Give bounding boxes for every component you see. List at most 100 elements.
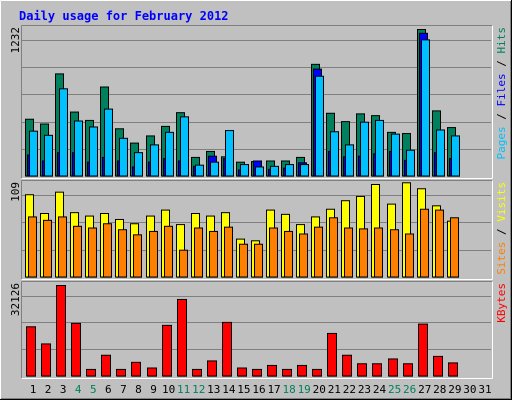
x-tick-label-day-7: 7	[120, 383, 127, 396]
bar-kbytes-day-5	[86, 368, 96, 377]
x-tick-label-day-14: 14	[222, 383, 236, 396]
panel-usage-legend-entry: /	[495, 107, 508, 127]
bar-kbytes-day-29	[448, 362, 458, 377]
x-tick-label-day-12: 12	[192, 383, 205, 396]
bar-kbytes-day-25	[388, 358, 398, 377]
x-tick-label-day-24: 24	[373, 383, 387, 396]
bar-kbytes-day-26	[403, 363, 413, 377]
panel-usage-legend-entry: Files	[495, 73, 508, 106]
bar-pages-day-4	[74, 120, 83, 177]
bar-sites-day-27	[420, 208, 429, 278]
bar-pages-day-11	[180, 116, 189, 177]
bar-sites-day-22	[344, 227, 353, 278]
bar-kbytes-day-28	[433, 355, 443, 377]
bar-sites-day-10	[164, 225, 173, 278]
x-tick-label-day-11: 11	[177, 383, 190, 396]
bar-kbytes-day-27	[418, 323, 428, 377]
bar-sites-day-4	[73, 225, 82, 278]
bar-pages-day-10	[165, 131, 174, 177]
x-tick-label-day-3: 3	[60, 383, 67, 396]
bar-pages-day-3	[59, 88, 68, 177]
bar-pages-day-28	[436, 129, 445, 177]
panel-visits-max-label: 109	[9, 182, 22, 202]
bar-kbytes-day-14	[222, 321, 232, 377]
bar-sites-day-9	[149, 230, 158, 278]
panel-visits-legend-entry: Sites	[495, 242, 508, 275]
panel-visits-bars	[25, 182, 459, 278]
bar-sites-day-20	[314, 226, 323, 278]
bar-kbytes-day-20	[312, 368, 322, 377]
x-tick-label-day-26: 26	[403, 383, 416, 396]
x-tick-label-day-16: 16	[252, 383, 265, 396]
bar-sites-day-2	[43, 219, 52, 278]
bar-sites-day-11	[179, 249, 188, 278]
bar-kbytes-day-1	[26, 326, 36, 377]
panel-visits-legend-entry: Visits	[495, 182, 508, 222]
bar-pages-day-7	[119, 137, 128, 177]
panel-kbytes: 32126 KBytes	[9, 281, 508, 379]
bar-kbytes-day-6	[101, 354, 111, 377]
bar-sites-day-25	[390, 229, 399, 278]
panel-kbytes-legend-entry: KBytes	[495, 283, 508, 323]
x-tick-label-day-5: 5	[90, 383, 97, 396]
bar-kbytes-day-13	[207, 360, 217, 377]
x-tick-label-day-28: 28	[433, 383, 446, 396]
bar-sites-day-17	[269, 227, 278, 278]
x-tick-label-day-30: 30	[463, 383, 476, 396]
x-tick-label-day-17: 17	[267, 383, 280, 396]
bar-pages-day-2	[44, 134, 53, 177]
bar-kbytes-day-24	[372, 363, 382, 377]
bar-pages-day-20	[315, 75, 324, 177]
bar-sites-day-24	[374, 227, 383, 278]
panel-usage-bars	[25, 29, 460, 178]
panel-kbytes-bars	[26, 285, 458, 377]
x-tick-label-day-27: 27	[418, 383, 431, 396]
bar-sites-day-28	[435, 209, 444, 278]
bar-kbytes-day-12	[192, 368, 202, 377]
bar-pages-day-29	[451, 135, 460, 177]
bar-pages-day-25	[391, 133, 400, 177]
bar-pages-day-15	[240, 164, 249, 177]
bar-pages-day-21	[330, 131, 339, 177]
panel-usage-legend-entry: Pages	[495, 126, 508, 159]
x-tick-label-day-25: 25	[388, 383, 401, 396]
bar-sites-day-19	[299, 233, 308, 278]
bar-pages-day-1	[29, 130, 38, 177]
panel-usage-max-label: 1232	[9, 27, 22, 54]
bar-pages-day-5	[89, 126, 98, 177]
panel-visits-legend-entry: /	[495, 222, 508, 242]
bar-sites-day-29	[450, 217, 459, 278]
bar-sites-day-8	[133, 234, 142, 278]
x-tick-label-day-20: 20	[313, 383, 326, 396]
bar-kbytes-day-19	[297, 364, 307, 377]
bar-kbytes-day-2	[41, 343, 51, 377]
bar-pages-day-26	[406, 149, 415, 177]
bar-pages-day-13	[210, 161, 219, 177]
bar-kbytes-day-4	[71, 322, 81, 377]
chart-title: Daily usage for February 2012	[19, 9, 229, 23]
bar-kbytes-day-18	[282, 368, 292, 377]
bar-pages-day-6	[104, 108, 113, 177]
bar-pages-day-8	[134, 152, 143, 177]
bar-sites-day-23	[359, 228, 368, 278]
bar-pages-day-17	[270, 165, 279, 177]
bar-pages-day-27	[421, 39, 430, 177]
bar-pages-day-14	[225, 130, 234, 177]
x-tick-label-day-31: 31	[478, 383, 491, 396]
x-tick-label-day-9: 9	[150, 383, 157, 396]
bar-sites-day-26	[405, 233, 414, 278]
bar-sites-day-15	[239, 243, 248, 278]
x-tick-label-day-15: 15	[237, 383, 250, 396]
x-tick-label-day-22: 22	[343, 383, 356, 396]
bar-sites-day-18	[284, 230, 293, 278]
panel-usage-legend: Pages / Files / Hits	[495, 27, 508, 160]
panel-usage-legend-entry: Hits	[495, 27, 508, 54]
bar-pages-day-9	[150, 144, 159, 177]
x-tick-label-day-18: 18	[283, 383, 296, 396]
x-tick-label-day-10: 10	[162, 383, 175, 396]
bar-pages-day-12	[195, 164, 204, 177]
bar-sites-day-13	[209, 230, 218, 278]
bar-sites-day-16	[254, 243, 263, 278]
bar-kbytes-day-21	[327, 332, 337, 377]
